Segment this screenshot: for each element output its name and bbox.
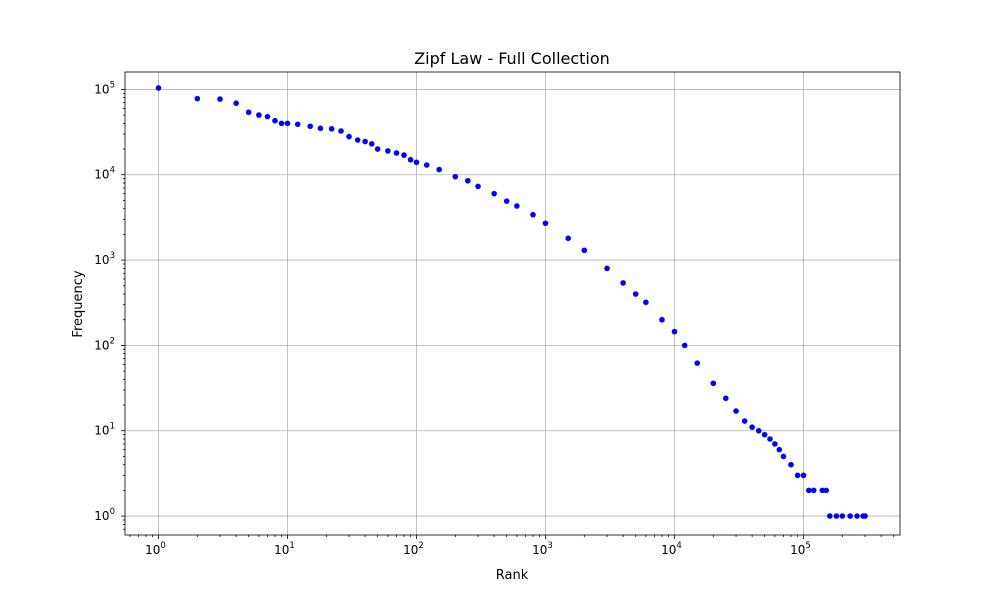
- x-tick-label: 105: [790, 541, 811, 557]
- data-point: [542, 220, 549, 227]
- data-point: [514, 203, 520, 209]
- data-point: [723, 395, 729, 402]
- data-point: [294, 121, 301, 128]
- data-point: [847, 513, 853, 519]
- data-point: [194, 95, 201, 102]
- data-point: [741, 418, 748, 424]
- data-point: [643, 299, 649, 306]
- x-tick-label: 101: [274, 541, 295, 557]
- data-point: [272, 117, 278, 124]
- y-tick-label: 101: [94, 422, 115, 438]
- data-point: [755, 427, 762, 434]
- data-point: [788, 461, 794, 468]
- data-point: [632, 291, 639, 297]
- x-tick-label: 102: [403, 541, 424, 557]
- data-point: [362, 138, 368, 145]
- data-point: [806, 487, 812, 494]
- x-tick-label: 100: [145, 541, 166, 557]
- data-point: [491, 190, 497, 197]
- data-point: [565, 235, 572, 242]
- data-point: [604, 265, 610, 272]
- data-point: [465, 177, 471, 184]
- data-point: [671, 328, 678, 335]
- data-point: [503, 198, 510, 204]
- data-point: [733, 408, 739, 414]
- data-point: [823, 487, 830, 494]
- data-point: [338, 128, 344, 134]
- data-point: [710, 380, 717, 387]
- data-point: [761, 431, 768, 438]
- data-point: [423, 162, 430, 168]
- data-point: [393, 150, 400, 156]
- data-point: [354, 137, 361, 143]
- data-point: [385, 148, 391, 154]
- data-point: [800, 472, 807, 479]
- y-tick-label: 104: [94, 166, 115, 182]
- chart-title: Zipf Law - Full Collection: [414, 49, 610, 68]
- y-tick-label: 105: [94, 80, 115, 96]
- data-point: [776, 446, 783, 453]
- data-point: [374, 146, 381, 152]
- data-point: [530, 211, 536, 218]
- data-point: [256, 112, 262, 118]
- grid-lines: [125, 72, 900, 535]
- y-axis-label: Frequency: [71, 270, 86, 337]
- data-point: [278, 120, 285, 127]
- data-point: [767, 436, 773, 442]
- plot-frame: [124, 71, 901, 536]
- data-points: [155, 85, 868, 519]
- data-point: [413, 159, 420, 166]
- data-point: [827, 513, 833, 519]
- data-point: [284, 120, 291, 127]
- y-tick-label: 102: [94, 336, 115, 352]
- y-tick-label: 100: [94, 507, 115, 523]
- data-point: [401, 152, 407, 158]
- data-point: [581, 247, 588, 254]
- data-point: [659, 316, 665, 323]
- data-point: [346, 133, 352, 140]
- data-point: [233, 100, 239, 106]
- data-point: [862, 513, 868, 519]
- x-tick-label: 104: [661, 541, 682, 557]
- data-point: [217, 96, 223, 102]
- x-axis-label: Rank: [496, 568, 529, 583]
- data-point: [328, 126, 335, 132]
- data-point: [772, 441, 778, 447]
- data-point: [620, 280, 626, 286]
- data-point: [780, 453, 787, 460]
- data-point: [475, 183, 481, 190]
- data-point: [407, 156, 414, 163]
- data-point: [819, 487, 826, 494]
- data-point: [264, 113, 271, 120]
- data-point: [307, 123, 314, 130]
- data-point: [245, 109, 252, 116]
- data-point: [436, 166, 443, 173]
- data-point: [317, 125, 324, 132]
- data-point: [810, 487, 817, 494]
- data-point: [155, 85, 162, 91]
- data-point: [794, 472, 801, 479]
- data-point: [452, 173, 459, 180]
- data-point: [694, 360, 701, 366]
- y-tick-label: 103: [94, 251, 115, 267]
- data-point: [839, 513, 846, 519]
- data-point: [749, 424, 755, 431]
- data-point: [681, 342, 688, 349]
- data-point: [833, 513, 840, 519]
- x-tick-label: 103: [532, 541, 553, 557]
- data-point: [854, 513, 860, 519]
- data-point: [368, 141, 375, 147]
